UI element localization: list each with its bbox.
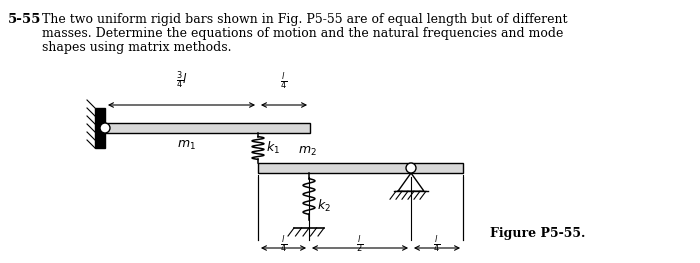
Text: $k_1$: $k_1$ (266, 140, 280, 156)
Circle shape (100, 123, 110, 133)
Text: $k_2$: $k_2$ (317, 198, 331, 214)
Text: 5-55: 5-55 (8, 13, 41, 26)
Circle shape (406, 163, 416, 173)
Text: $\frac{l}{2}$: $\frac{l}{2}$ (356, 233, 363, 254)
Text: $\frac{l}{4}$: $\frac{l}{4}$ (281, 70, 288, 91)
Text: $\frac{l}{4}$: $\frac{l}{4}$ (280, 233, 287, 254)
Text: The two uniform rigid bars shown in Fig. P5-55 are of equal length but of differ: The two uniform rigid bars shown in Fig.… (42, 13, 568, 26)
Text: $m_1$: $m_1$ (177, 139, 196, 152)
Bar (105, 123, 310, 133)
Text: Figure P5-55.: Figure P5-55. (490, 227, 585, 240)
Bar (258, 163, 463, 173)
Text: $\frac{l}{4}$: $\frac{l}{4}$ (433, 233, 440, 254)
Text: $\frac{3}{4}l$: $\frac{3}{4}l$ (176, 69, 188, 91)
Text: $m_2$: $m_2$ (298, 145, 317, 158)
Text: shapes using matrix methods.: shapes using matrix methods. (42, 41, 232, 54)
Bar (95, 108, 105, 148)
Text: masses. Determine the equations of motion and the natural frequencies and mode: masses. Determine the equations of motio… (42, 27, 564, 40)
